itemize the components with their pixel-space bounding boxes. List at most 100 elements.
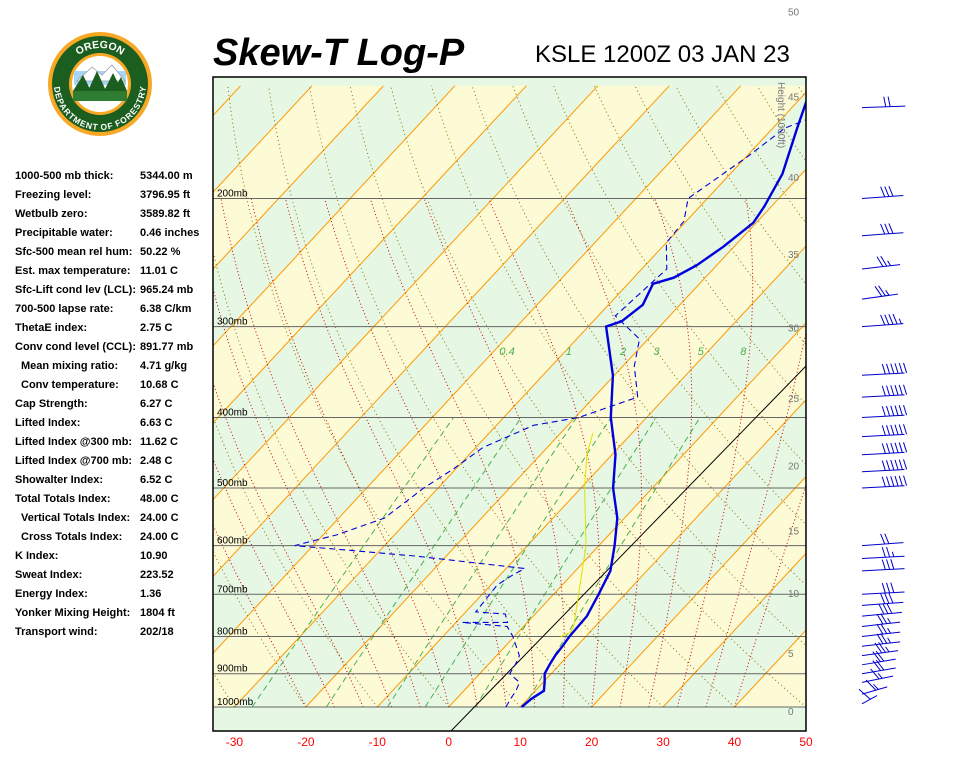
stat-row: Wetbulb zero: 3589.82 ft (15, 207, 215, 226)
stat-value: 11.01 C (140, 265, 178, 277)
wind-barb (861, 633, 901, 647)
stat-row: Showalter Index: 6.52 C (15, 473, 215, 492)
stat-value: 0.46 inches (140, 227, 200, 239)
stat-row: Lifted Index: 6.63 C (15, 416, 215, 435)
temperature-tick-label: -20 (297, 735, 315, 749)
stat-label: 700-500 lapse rate: (15, 303, 114, 315)
stat-value: 2.75 C (140, 322, 173, 334)
temperature-tick-label: 30 (656, 735, 670, 749)
isotherm-line (213, 85, 241, 117)
pressure-label: 200mb (217, 188, 248, 199)
stat-label: Precipitable water: (15, 227, 113, 239)
stat-row: Mean mixing ratio: 4.71 g/kg (15, 359, 215, 378)
logo-top-text: OREGON (74, 39, 127, 58)
wind-barb (861, 475, 908, 489)
pressure-label: 400mb (217, 407, 248, 418)
stat-value: 6.27 C (140, 398, 173, 410)
dry-adiabat-line (21, 86, 163, 707)
stat-row: Vertical Totals Index: 24.00 C (15, 511, 215, 530)
stat-value: 10.90 (140, 550, 168, 562)
dry-adiabat-line (213, 415, 378, 708)
dry-adiabat-line (308, 85, 664, 708)
dewpoint-profile-line (294, 119, 806, 708)
dry-adiabat-line (213, 671, 235, 708)
stat-row: 1000-500 mb thick: 5344.00 m (15, 169, 215, 188)
dry-adiabat-line (349, 85, 735, 708)
stat-value: 10.68 C (140, 379, 179, 391)
isotherm-line (305, 168, 806, 708)
chart-title: Skew-T Log-P (213, 32, 465, 74)
wind-barb (861, 659, 896, 675)
temperature-profile-line (520, 98, 806, 708)
mixing-ratio-label: 8 (740, 346, 747, 358)
wind-barb (858, 688, 878, 705)
stat-label: Sfc-500 mean rel hum: (15, 246, 133, 258)
stat-label: Yonker Mixing Height: (15, 607, 131, 619)
mixing-ratio-label: 1 (566, 346, 572, 358)
height-axis-label: Height (1000ft) (775, 82, 786, 148)
wind-barb (861, 404, 908, 418)
stat-row: Sfc-500 mean rel hum: 50.22 % (15, 245, 215, 264)
stat-label: Total Totals Index: (15, 493, 111, 505)
stat-value: 891.77 mb (140, 341, 194, 353)
reference-line (450, 365, 806, 731)
height-tick-label: 40 (788, 173, 800, 184)
height-tick-label: 25 (788, 394, 800, 405)
stat-row: Transport wind: 202/18 (15, 625, 215, 644)
stat-label: ThetaE index: (15, 322, 88, 334)
moist-adiabat-line (213, 381, 364, 708)
temperature-tick-label: 40 (728, 735, 742, 749)
isotherm-line (213, 85, 527, 424)
parcel-profile-line (560, 432, 594, 637)
mixing-ratio-label: 0.4 (499, 346, 514, 358)
moist-adiabat-line (285, 198, 478, 708)
stat-value: 223.52 (140, 569, 174, 581)
dry-adiabat-line (839, 86, 960, 707)
pressure-label: 900mb (217, 664, 248, 675)
wind-barb (861, 442, 908, 456)
stat-value: 48.00 C (140, 493, 179, 505)
isotherm-line (213, 85, 742, 654)
moist-adiabat-line (648, 198, 693, 708)
stat-label: Freezing level: (15, 189, 92, 201)
wind-barb (861, 546, 905, 560)
dry-adiabat-line (227, 85, 521, 708)
station-time-label: KSLE 1200Z 03 JAN 23 (535, 41, 790, 68)
stat-row: K Index: 10.90 (15, 549, 215, 568)
wind-barb (861, 679, 888, 695)
wind-barb (861, 223, 904, 237)
isotherm-line (376, 245, 806, 708)
wind-barb (861, 623, 901, 637)
plot-area (21, 77, 960, 731)
wind-barb (861, 582, 905, 595)
pressure-label: 1000mb (217, 697, 254, 708)
stat-label: Wetbulb zero: (15, 208, 88, 220)
moist-adiabat-line (369, 198, 535, 707)
stat-value: 24.00 C (140, 512, 179, 524)
stat-label: 1000-500 mb thick: (15, 170, 114, 182)
temperature-tick-label: 10 (514, 735, 528, 749)
stat-label: Lifted Index @300 mb: (15, 436, 133, 448)
stat-row: Conv cond level (CCL): 891.77 mb (15, 340, 215, 359)
plot-frame (212, 76, 807, 732)
stat-value: 4.71 g/kg (140, 360, 188, 372)
wind-barb (861, 459, 908, 473)
temperature-tick-label: -10 (369, 735, 387, 749)
wind-barb (861, 603, 902, 617)
stat-row: 700-500 lapse rate: 6.38 C/km (15, 302, 215, 321)
stat-row: Est. max temperature: 11.01 C (15, 264, 215, 283)
svg-text:OREGON: OREGON (74, 39, 127, 58)
pressure-label: 700mb (217, 584, 248, 595)
moist-adiabat-line (565, 198, 642, 708)
height-tick-label: 35 (788, 250, 800, 261)
stat-value: 2.48 C (140, 455, 173, 467)
stat-value: 3796.95 ft (140, 189, 191, 201)
isotherm-line (213, 85, 456, 347)
stat-row: Total Totals Index: 48.00 C (15, 492, 215, 511)
stat-label: Transport wind: (15, 626, 98, 638)
height-tick-label: 20 (788, 462, 800, 473)
stat-value: 24.00 C (140, 531, 179, 543)
stat-row: ThetaE index: 2.75 C (15, 321, 215, 340)
stat-label: Lifted Index @700 mb: (15, 455, 133, 467)
